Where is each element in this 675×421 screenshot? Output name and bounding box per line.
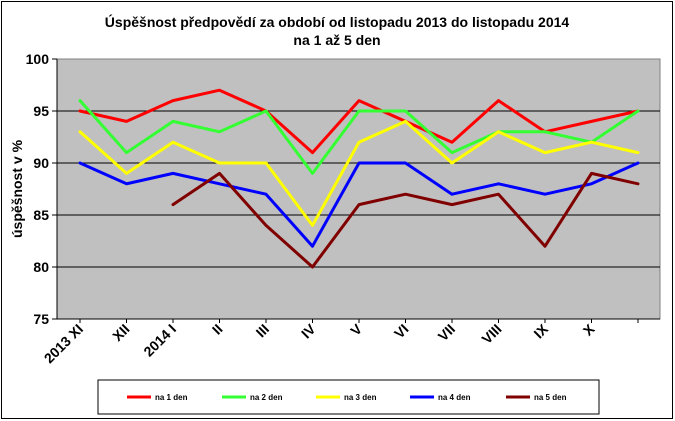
x-tick-label: 2013 XI (41, 321, 86, 366)
series-line (78, 161, 640, 248)
series-line (78, 99, 640, 175)
y-axis-label: úspěšnost v % (9, 139, 25, 238)
y-tick-label: 90 (33, 155, 49, 171)
x-axis-ticks: 2013 XI XII 2014 I II III IV V VI VII VIII IX X (41, 318, 660, 366)
x-tick-label: V (347, 320, 365, 338)
legend: na 1 den na 2 den na 3 den na 4 den na 5 den (127, 393, 567, 402)
y-tick-label: 100 (26, 51, 50, 67)
x-tick-label: VIII (478, 321, 504, 347)
y-tick-label: 85 (33, 207, 49, 223)
x-tick-label: VII (435, 321, 458, 344)
x-tick-label: III (253, 321, 273, 341)
x-tick-label: II (209, 321, 226, 338)
legend-label: na 4 den (438, 393, 471, 402)
x-tick-label: VI (391, 321, 412, 342)
y-axis-ticks: 75 80 85 90 95 100 (26, 51, 58, 327)
x-tick-label: X (580, 320, 598, 338)
series-line (78, 119, 640, 227)
x-tick-label: IV (298, 320, 319, 341)
legend-label: na 2 den (250, 393, 283, 402)
x-tick-label: IX (530, 320, 551, 341)
x-tick-label: XII (109, 321, 132, 344)
x-tick-label: 2014 I (140, 321, 179, 360)
chart-title-line-1: Úspěšnost předpovědí za období od listop… (105, 13, 570, 30)
y-tick-label: 95 (33, 103, 49, 119)
series-lines (78, 88, 640, 269)
legend-label: na 5 den (534, 393, 567, 402)
y-tick-label: 75 (33, 311, 49, 327)
chart-title-line-2: na 1 až 5 den (293, 32, 380, 48)
legend-label: na 1 den (155, 393, 188, 402)
legend-label: na 3 den (344, 393, 377, 402)
series-line (171, 171, 640, 269)
y-tick-label: 80 (33, 259, 49, 275)
